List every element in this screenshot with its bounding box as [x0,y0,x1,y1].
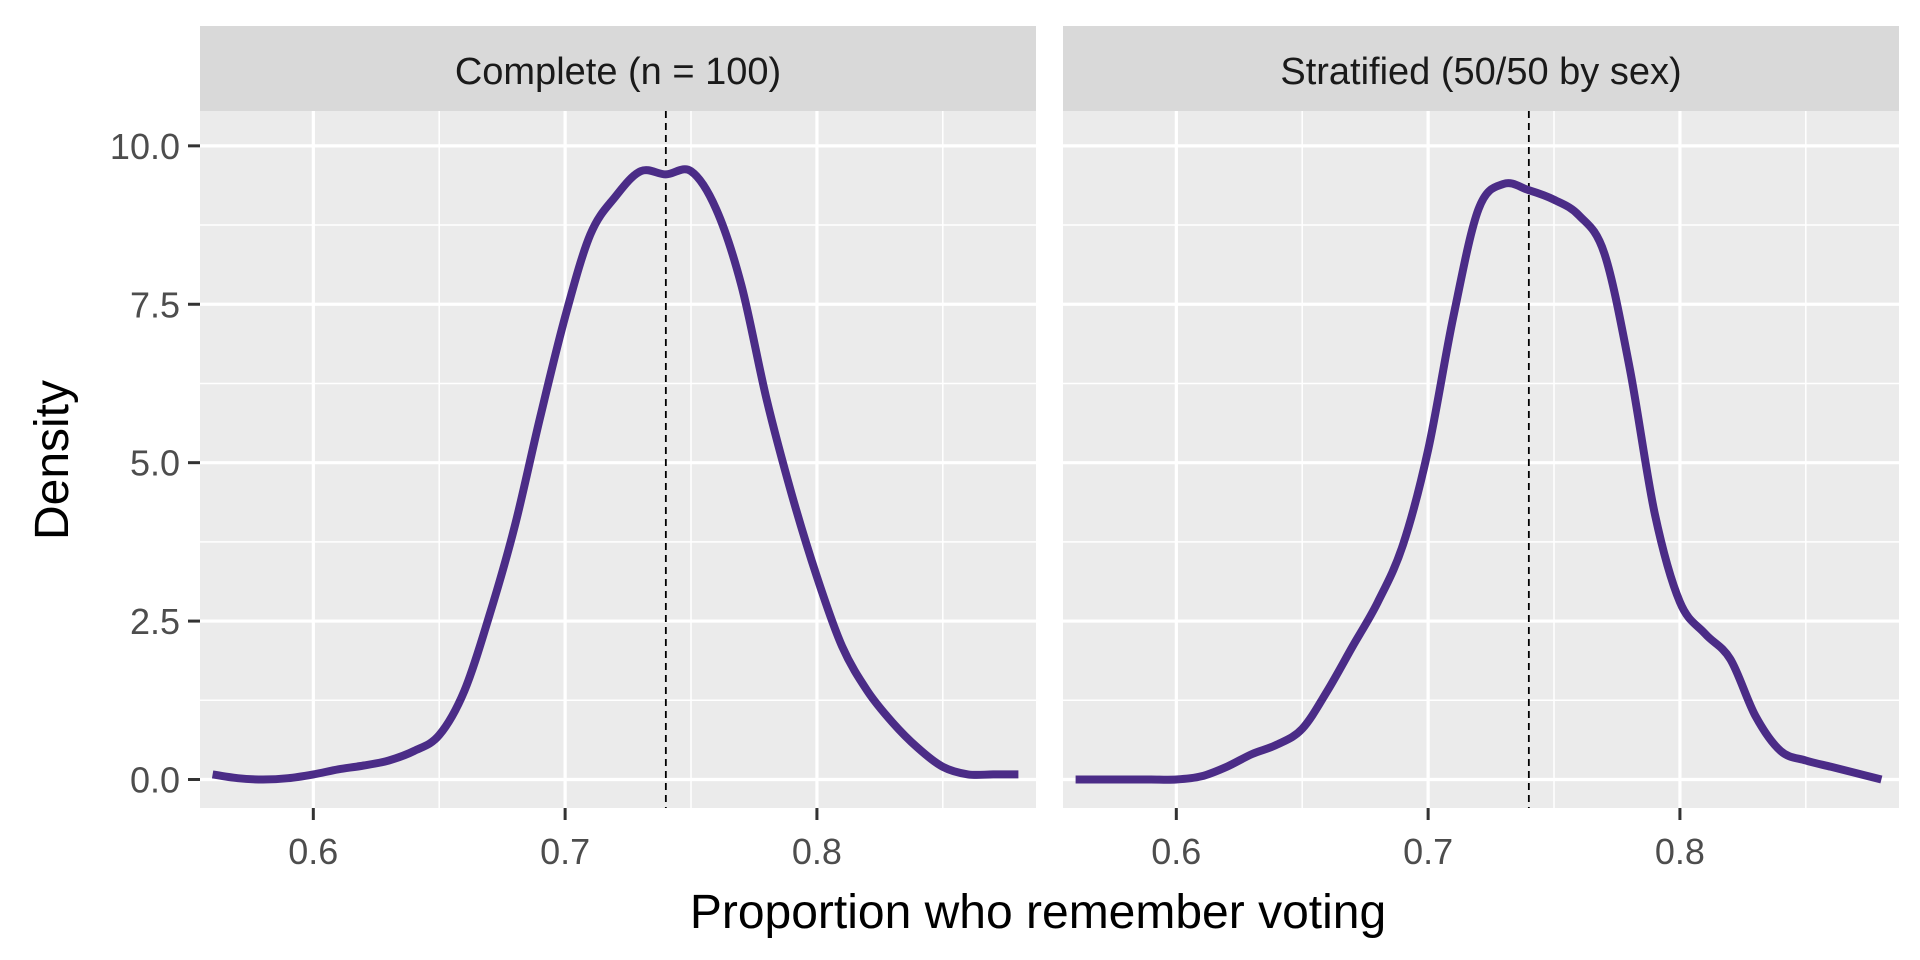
facet-strip [1063,26,1899,111]
facet-strip-label: Complete (n = 100) [455,51,781,93]
facet-strip-label: Stratified (50/50 by sex) [1280,51,1681,93]
panel-background [1063,111,1899,808]
density-line [1075,179,1883,784]
x-tick-label: 0.8 [1655,831,1705,872]
x-tick-label: 0.7 [540,831,590,872]
y-tick-label: 2.5 [130,601,180,642]
y-axis-title: Density [26,380,79,540]
x-axis: 0.6 0.7 0.8 0.6 0.7 0.8 [288,808,1705,872]
y-tick-label: 0.0 [130,759,180,800]
facet-strip [200,26,1036,111]
x-tick-label: 0.8 [792,831,842,872]
density-line [211,165,1019,784]
y-tick-label: 7.5 [130,284,180,325]
x-tick-label: 0.7 [1403,831,1453,872]
facet-panel-1: Complete (n = 100) [186,26,1036,808]
panel-background [200,111,1036,808]
y-tick-label: 5.0 [130,443,180,484]
y-tick-label: 10.0 [110,126,180,167]
x-tick-label: 0.6 [288,831,338,872]
x-tick-label: 0.6 [1151,831,1201,872]
x-axis-title: Proportion who remember voting [690,886,1386,939]
facet-panel-2: Stratified (50/50 by sex) [1049,26,1899,808]
y-axis: 0.0 2.5 5.0 7.5 10.0 [110,126,200,800]
